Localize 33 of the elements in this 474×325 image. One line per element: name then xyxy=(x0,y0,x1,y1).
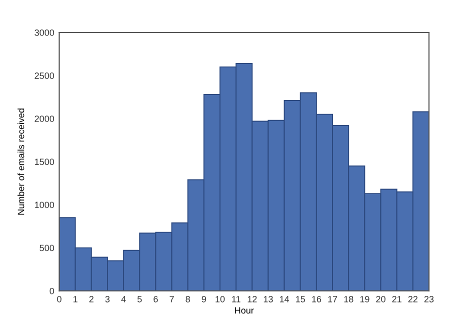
y-tick-label: 1000 xyxy=(34,202,54,208)
x-tick-label: 1 xyxy=(74,296,78,302)
x-axis-title: Hour xyxy=(235,307,254,314)
x-tick-label: 5 xyxy=(137,296,142,302)
x-tick-label: 20 xyxy=(376,296,386,302)
y-axis-title: Number of emails received xyxy=(18,108,24,215)
y-tick-label: 3000 xyxy=(34,29,54,36)
x-tick-label: 9 xyxy=(202,296,206,302)
x-tick-label: 2 xyxy=(89,296,94,302)
x-tick-label: 0 xyxy=(57,296,62,302)
x-tick-label: 12 xyxy=(248,296,257,302)
x-tick-label: 10 xyxy=(216,296,225,302)
x-tick-label: 14 xyxy=(280,296,290,302)
x-tick-label: 8 xyxy=(186,296,190,302)
x-tick-label: 17 xyxy=(328,296,338,302)
y-tick-label: 2500 xyxy=(34,72,54,79)
x-tick-label: 19 xyxy=(360,296,370,302)
x-tick-label: 16 xyxy=(312,296,322,302)
y-tick-label: 2000 xyxy=(34,116,54,122)
x-tick-label: 11 xyxy=(232,296,240,302)
x-tick-label: 3 xyxy=(105,296,110,302)
x-tick-label: 13 xyxy=(264,296,273,302)
x-tick-label: 23 xyxy=(424,296,434,302)
y-tick-label: 1500 xyxy=(34,158,54,166)
x-tick-label: 18 xyxy=(344,296,354,302)
x-tick-label: 4 xyxy=(121,296,126,302)
x-tick-label: 6 xyxy=(154,296,158,302)
y-tick-label: 500 xyxy=(40,244,54,252)
x-tick-label: 21 xyxy=(392,296,402,302)
x-tick-label: 15 xyxy=(296,296,306,302)
x-tick-label: 22 xyxy=(408,296,418,302)
x-tick-label: 7 xyxy=(170,296,174,302)
y-tick-label: 0 xyxy=(50,288,54,294)
